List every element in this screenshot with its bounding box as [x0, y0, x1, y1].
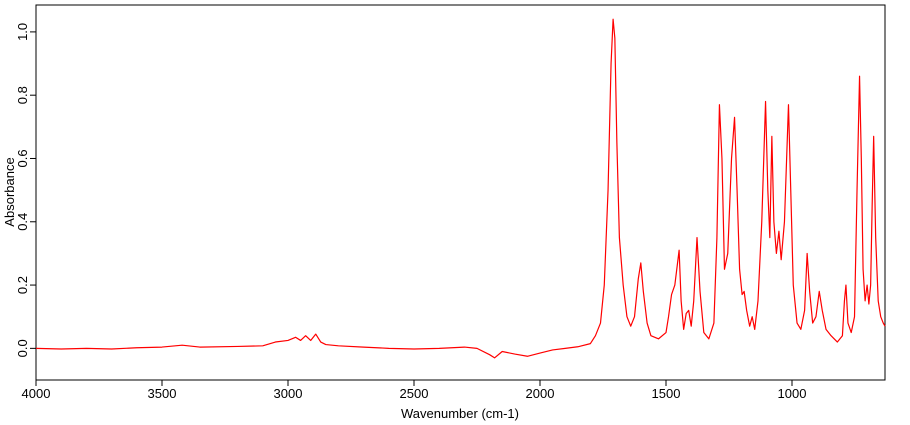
x-tick-label: 1000: [778, 386, 807, 401]
x-tick-label: 2500: [400, 386, 429, 401]
x-tick-label: 1500: [652, 386, 681, 401]
x-axis-label: Wavenumber (cm-1): [401, 406, 519, 421]
y-tick-label: 0.2: [15, 276, 30, 294]
x-tick-label: 3000: [274, 386, 303, 401]
x-tick-label: 4000: [22, 386, 51, 401]
y-axis-label: Absorbance: [2, 157, 17, 226]
x-tick-label: 2000: [526, 386, 555, 401]
y-tick-label: 0.8: [15, 86, 30, 104]
y-tick-label: 0.0: [15, 339, 30, 357]
y-tick-label: 0.6: [15, 149, 30, 167]
y-tick-label: 0.4: [15, 213, 30, 231]
y-tick-label: 1.0: [15, 23, 30, 41]
spectrum-line: [35, 18, 886, 359]
x-tick-label: 3500: [148, 386, 177, 401]
plot-frame: [35, 4, 886, 381]
